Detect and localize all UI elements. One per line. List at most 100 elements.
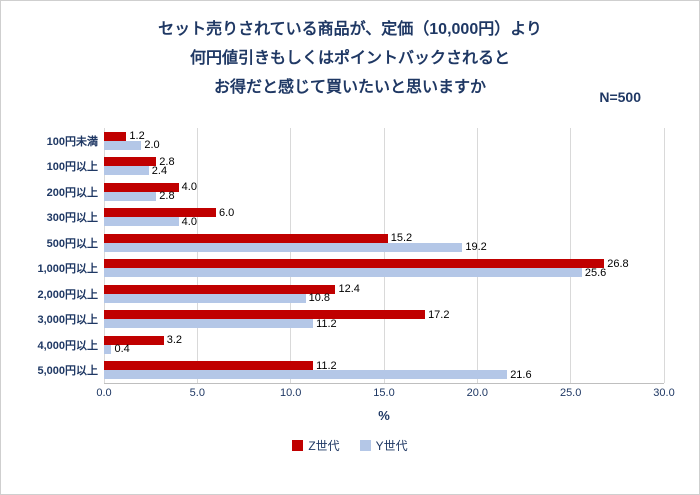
bar-line: 2.8 <box>104 155 664 168</box>
bar-Y世代 <box>104 191 157 201</box>
value-label: 2.4 <box>151 164 168 177</box>
bar-Y世代 <box>104 370 508 380</box>
bar-Y世代 <box>104 166 149 176</box>
x-tick-label: 25.0 <box>559 387 582 399</box>
category-labels: 100円未満 100円以上 200円以上 300円以上 500円以上 1,000円以上 2,… <box>13 128 104 384</box>
bar-group: 15.2 19.2 <box>104 230 664 256</box>
value-label: 3.2 <box>166 334 183 347</box>
bar-group: 3.2 0.4 <box>104 332 664 358</box>
bar-line: 2.4 <box>104 164 664 177</box>
x-tick-label: 5.0 <box>189 387 205 399</box>
bar-line: 4.0 <box>104 181 664 194</box>
value-label: 4.0 <box>181 181 197 194</box>
category-label: 1,000円以上 <box>37 263 98 276</box>
bar-Y世代 <box>104 293 306 303</box>
chart-title: セット売りされている商品が、定価（10,000円）より 何円値引きもしくはポイン… <box>1 1 699 102</box>
value-label: 11.2 <box>316 317 337 330</box>
bar-Z世代 <box>104 233 388 243</box>
x-tick-label: 20.0 <box>466 387 489 399</box>
gridline <box>383 128 385 383</box>
bar-line: 11.2 <box>104 317 664 330</box>
legend-item-Z世代: Z世代 <box>292 437 340 454</box>
chart-title-line-3: お得だと感じて買いたいと思いますか <box>213 79 486 96</box>
bar-Z世代 <box>104 131 127 141</box>
x-axis-title: % <box>378 408 390 423</box>
chart-title-line-2: 何円値引きもしくはポイントバックされると <box>189 50 510 67</box>
value-label: 12.4 <box>338 283 360 296</box>
bar-line: 2.8 <box>104 190 664 203</box>
bar-group: 12.4 10.8 <box>104 281 664 307</box>
bar-Y世代 <box>104 344 112 354</box>
bar-line: 6.0 <box>104 206 664 219</box>
bar-group: 11.2 21.6 <box>104 358 664 384</box>
category-label: 100円以上 <box>46 161 98 174</box>
bar-Z世代 <box>104 310 426 320</box>
legend-swatch <box>359 440 371 451</box>
value-label: 2.8 <box>159 155 175 168</box>
bar-Z世代 <box>104 208 216 218</box>
x-axis: 0.0 5.0 10.0 15.0 20.0 25.0 30.0 <box>96 387 674 402</box>
bar-line: 11.2 <box>104 359 664 372</box>
x-tick-label: 10.0 <box>279 387 302 399</box>
bar-group: 6.0 4.0 <box>104 205 664 231</box>
value-label: 2.0 <box>144 139 160 152</box>
gridlines <box>103 128 665 383</box>
bar-Y世代 <box>104 242 463 252</box>
bar-group: 4.0 2.8 <box>104 179 664 205</box>
category-label: 2,000円以上 <box>37 288 98 301</box>
bar-line: 26.8 <box>104 258 664 269</box>
sample-size-label: N=500 <box>599 89 641 105</box>
category-label: 300円以上 <box>46 212 98 225</box>
bar-Z世代 <box>104 361 314 371</box>
bar-line: 4.0 <box>104 215 664 228</box>
x-tick-label: 15.0 <box>373 387 395 399</box>
bar-line: 3.2 <box>104 334 664 347</box>
bar-line: 1.2 <box>104 130 664 143</box>
gridline <box>476 128 478 383</box>
value-label: 1.2 <box>129 130 145 143</box>
value-label: 6.0 <box>219 206 235 219</box>
bar-Y世代 <box>104 140 142 150</box>
category-label: 200円以上 <box>46 186 98 199</box>
value-label: 0.4 <box>114 343 130 356</box>
value-label: 15.2 <box>390 232 413 245</box>
bar-line: 25.6 <box>104 267 664 278</box>
bar-line: 17.2 <box>104 308 664 321</box>
bar-Z世代 <box>104 157 157 167</box>
bar-group: 1.2 2.0 <box>104 128 664 154</box>
bar-line: 15.2 <box>104 232 664 245</box>
gridline <box>290 128 292 383</box>
bar-group: 2.8 2.4 <box>104 154 664 180</box>
chart-title-line-1: セット売りされている商品が、定価（10,000円）より <box>158 21 542 38</box>
gridline <box>196 128 198 383</box>
category-label: 3,000円以上 <box>37 314 98 327</box>
bar-group: 26.8 25.6 <box>104 256 664 282</box>
plot-region: 100円未満 100円以上 200円以上 300円以上 500円以上 1,000円以上 2,… <box>13 128 665 384</box>
category-label: 500円以上 <box>46 237 98 250</box>
bar-groups: 1.2 2.0 2.8 2.4 4.0 2.8 6.0 4.0 15.2 19.2 26.8 25.6… <box>104 128 664 383</box>
bar-Y世代 <box>104 319 314 329</box>
value-label: 4.0 <box>181 215 197 228</box>
value-label: 11.2 <box>316 359 337 372</box>
value-label: 19.2 <box>465 241 487 254</box>
bar-Y世代 <box>104 268 582 278</box>
bar-line: 19.2 <box>104 241 664 254</box>
gridline <box>663 128 665 383</box>
plot-area: 1.2 2.0 2.8 2.4 4.0 2.8 6.0 4.0 15.2 19.2 26.8 25.6… <box>103 128 665 384</box>
bar-group: 17.2 11.2 <box>104 307 664 333</box>
value-label: 2.8 <box>159 190 175 203</box>
legend-label: Z世代 <box>308 439 340 453</box>
legend-swatch <box>292 440 304 451</box>
legend-label: Y世代 <box>375 439 408 453</box>
gridline <box>103 128 105 383</box>
x-tick-label: 0.0 <box>96 387 112 399</box>
gridline <box>570 128 572 383</box>
category-label: 5,000円以上 <box>37 365 98 378</box>
bar-line: 2.0 <box>104 139 664 152</box>
x-tick-label: 30.0 <box>653 387 675 399</box>
legend-item-Y世代: Y世代 <box>359 437 408 454</box>
bar-Z世代 <box>104 259 605 269</box>
value-label: 17.2 <box>428 308 450 321</box>
category-label: 100円未満 <box>46 135 98 148</box>
